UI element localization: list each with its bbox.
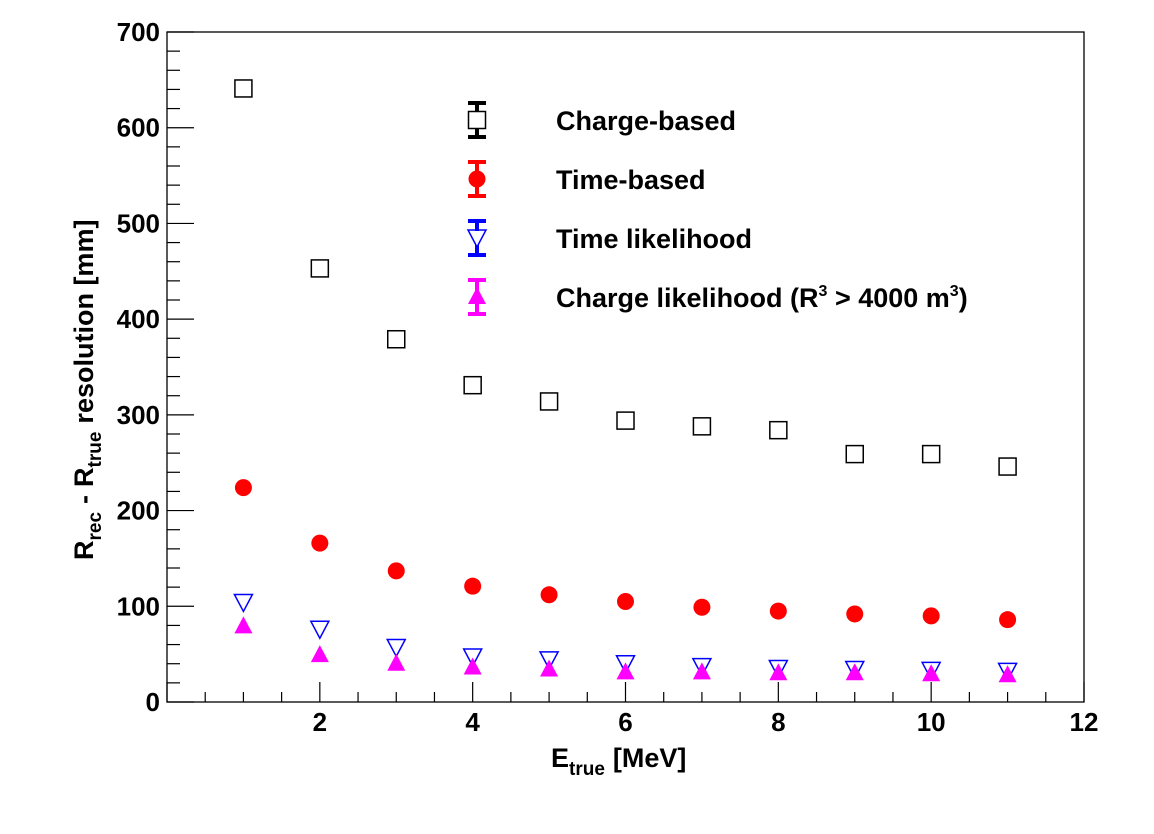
data-point: [462, 648, 483, 668]
data-point: [998, 665, 1017, 683]
legend-label-part: > 4000 m: [827, 283, 949, 313]
data-point: [616, 411, 635, 430]
legend-marker: [468, 287, 486, 304]
series-3: [233, 593, 1018, 682]
data-point: [234, 479, 252, 497]
data-point: [387, 562, 405, 580]
legend-marker: [468, 170, 486, 188]
x-tick-label: 10: [917, 707, 946, 737]
legend-entry-2: Time-based: [468, 160, 706, 198]
data-point: [920, 661, 942, 682]
y-tick-label: 700: [117, 17, 160, 47]
legend-marker: [467, 110, 487, 130]
data-point: [769, 420, 788, 440]
legend-entry-1: Charge-based: [467, 101, 736, 139]
data-point: [998, 457, 1017, 476]
data-point: [311, 534, 329, 552]
data-point: [617, 593, 634, 610]
data-point: [769, 602, 787, 620]
data-point: [769, 663, 788, 681]
series-4: [234, 616, 1017, 683]
y-axis-title-minus: -: [69, 495, 99, 504]
y-tick-label: 300: [117, 400, 160, 430]
data-point: [540, 659, 559, 677]
legend-label-part: Charge likelihood (R: [556, 283, 819, 313]
data-point: [309, 620, 331, 640]
x-axis-title-unit: [MeV]: [613, 743, 687, 773]
legend: Charge-based Time-based Time likelihood Cha…: [466, 101, 968, 316]
data-point: [539, 392, 559, 411]
data-point: [999, 611, 1017, 629]
data-point: [310, 259, 330, 278]
data-point: [616, 662, 635, 680]
data-point: [387, 653, 406, 671]
data-point: [463, 657, 482, 675]
legend-label: Charge-based: [556, 106, 736, 136]
y-axis-title-r2-sub: true: [85, 432, 106, 468]
x-axis-title-e: E: [551, 743, 569, 773]
y-axis-title-r2: R: [69, 467, 99, 487]
legend-label: Time likelihood: [556, 224, 752, 254]
data-point: [234, 79, 253, 98]
y-axis-title-r1: R: [69, 541, 99, 561]
data-point: [922, 664, 941, 682]
data-point: [693, 598, 711, 616]
data-point: [386, 638, 407, 659]
y-axis-title-r1-sub: rec: [85, 512, 106, 541]
data-point: [997, 662, 1018, 682]
x-axis: 2 4 6 8 10 12: [166, 682, 1099, 737]
x-tick-label: 6: [618, 707, 632, 737]
x-tick-label: 8: [771, 707, 785, 737]
data-point: [768, 659, 789, 680]
data-point: [921, 444, 941, 464]
data-point: [922, 607, 940, 625]
x-tick-label: 4: [465, 707, 480, 737]
y-axis-title-rest: resolution [mm]: [69, 220, 99, 424]
data-point: [691, 657, 713, 678]
legend-marker: [466, 229, 488, 249]
x-tick-label: 12: [1070, 707, 1099, 737]
x-axis-title-sub: true: [569, 759, 605, 780]
y-axis: 0 100 200 300 400 500 600 700: [117, 17, 194, 717]
data-point: [845, 663, 864, 681]
data-point: [846, 605, 864, 623]
data-point: [387, 329, 406, 349]
series-2: [234, 479, 1017, 629]
data-point: [845, 444, 864, 464]
legend-entry-3: Time likelihood: [466, 219, 752, 257]
x-axis-title: Etrue [MeV]: [551, 743, 686, 780]
legend-entry-4: Charge likelihood (R3 > 4000 m3): [468, 278, 968, 316]
y-axis-title: Rrec - Rtrue resolution [mm]: [69, 220, 106, 560]
y-tick-label: 600: [117, 113, 160, 143]
data-point: [464, 577, 482, 595]
data-point: [538, 651, 560, 671]
data-point: [540, 586, 558, 604]
legend-marker-bg: [469, 231, 485, 246]
series-1: [234, 79, 1017, 476]
legend-label: Charge likelihood (R3 > 4000 m3): [556, 283, 968, 313]
legend-label: Time-based: [556, 165, 706, 195]
data-point: [233, 593, 254, 614]
y-tick-label: 500: [117, 208, 160, 238]
data-point: [234, 616, 253, 634]
data-point: [692, 662, 711, 680]
y-tick-label: 200: [117, 496, 160, 526]
data-marks: [233, 79, 1018, 683]
legend-label-part: ): [959, 283, 968, 313]
legend-label-sup: 3: [819, 283, 828, 300]
y-tick-label: 400: [117, 304, 160, 334]
data-point: [463, 375, 482, 395]
data-point: [844, 660, 865, 681]
data-point: [310, 645, 329, 663]
y-tick-label: 0: [146, 687, 160, 717]
legend-label-sup: 3: [950, 283, 959, 300]
data-point: [692, 417, 712, 436]
legend-marker-bg: [469, 112, 485, 128]
x-tick-label: 2: [313, 707, 327, 737]
y-tick-label: 100: [117, 591, 160, 621]
data-point: [615, 654, 636, 675]
